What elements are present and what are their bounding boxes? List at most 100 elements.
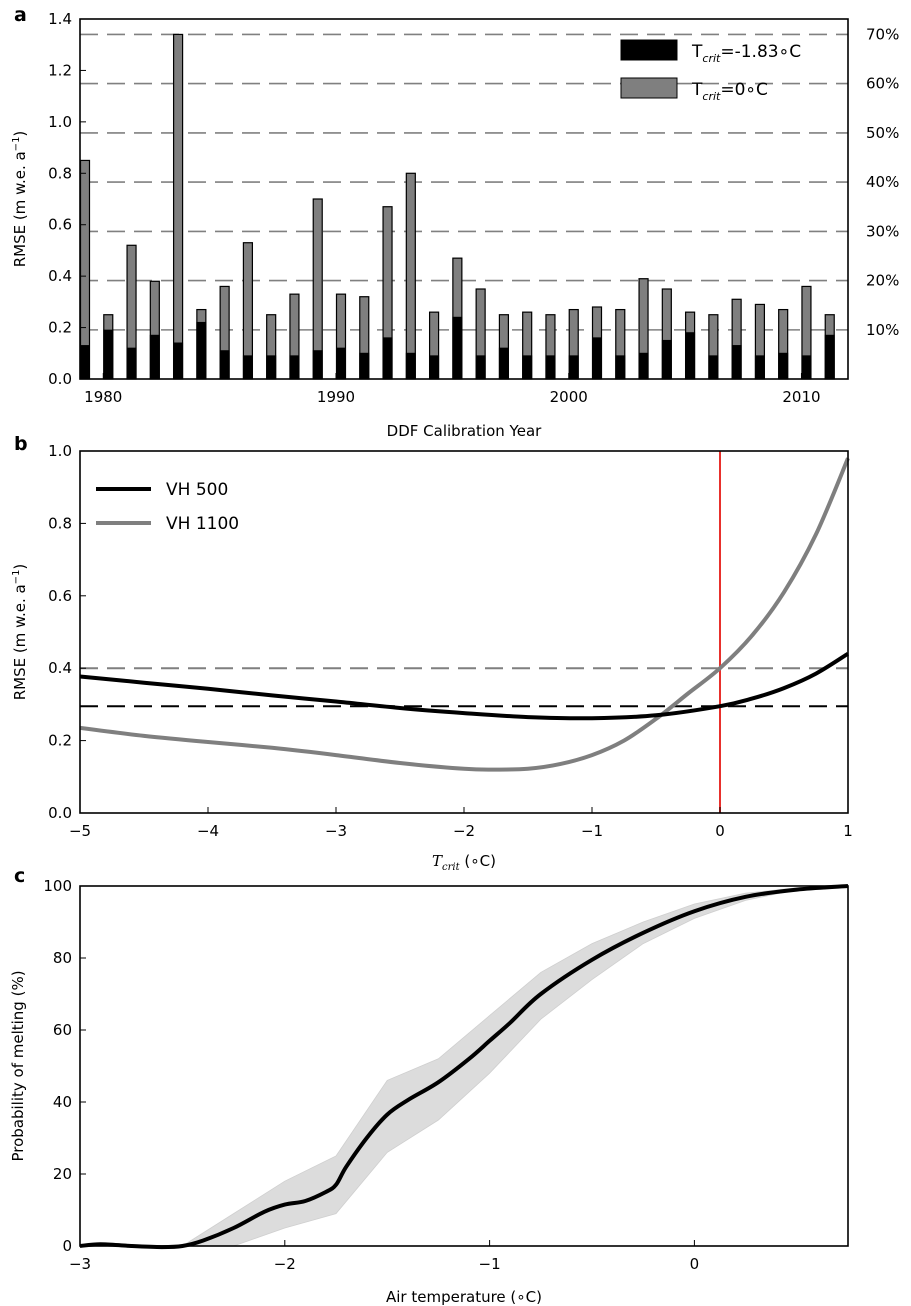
c-y-tick-label: 40 [53, 1093, 72, 1111]
c-y-tick-label: 60 [53, 1021, 72, 1039]
a-plot-frame [79, 18, 849, 380]
c-x-tick-label: −1 [479, 1255, 501, 1273]
panel-label-b: b [14, 433, 28, 455]
a-bar-tcrit-0 [172, 33, 184, 380]
a-bar-tcrit-minus-1.83 [405, 352, 416, 380]
a-bar-tcrit-minus-1.83 [173, 342, 184, 380]
a-right-tick-label: 70% [866, 25, 899, 43]
b-y-tick-label: 1.0 [48, 442, 72, 460]
a-x-tick-label: 1990 [317, 388, 355, 406]
a-bar-tcrit-minus-1.83 [359, 352, 370, 380]
a-x-tick-label: 1980 [84, 388, 122, 406]
a-bar-tcrit-minus-1.83 [685, 332, 696, 380]
a-bar-tcrit-minus-1.83 [266, 355, 277, 380]
c-y-tick-label: 80 [53, 949, 72, 967]
a-x-tick-label: 2000 [550, 388, 588, 406]
a-right-tick-label: 60% [866, 75, 899, 93]
c-x-axis-label: Air temperature (∘C) [386, 1288, 542, 1306]
b-series-vh-1100 [79, 457, 850, 772]
c-y-tick-label: 0 [62, 1237, 72, 1255]
a-y-tick-label: 1.0 [48, 113, 72, 131]
a-bar-tcrit-minus-1.83 [545, 355, 556, 380]
b-y-tick-label: 0.8 [48, 514, 72, 532]
c-x-tick-label: −2 [274, 1255, 296, 1273]
b-x-tick-label: −4 [197, 822, 219, 840]
a-bar-tcrit-minus-1.83 [196, 321, 207, 380]
a-right-tick-label: 40% [866, 173, 899, 191]
b-x-tick-label: −1 [581, 822, 603, 840]
a-x-tick-label: 2010 [782, 388, 820, 406]
b-y-tick-label: 0.0 [48, 804, 72, 822]
a-legend-swatch-black [620, 39, 678, 61]
a-bar-tcrit-minus-1.83 [661, 339, 672, 380]
a-bar-tcrit-minus-1.83 [312, 350, 323, 380]
a-y-tick-label: 0.0 [48, 370, 72, 388]
a-bar-tcrit-minus-1.83 [824, 334, 835, 380]
b-x-tick-label: 1 [843, 822, 853, 840]
a-bar-tcrit-minus-1.83 [801, 355, 812, 380]
a-bar-tcrit-minus-1.83 [731, 345, 742, 380]
b-x-tick-label: −2 [453, 822, 475, 840]
a-right-tick-label: 20% [866, 272, 899, 290]
b-series-vh-500 [79, 652, 850, 721]
a-bar-tcrit-minus-1.83 [568, 355, 579, 380]
a-bar-tcrit-minus-1.83 [778, 352, 789, 380]
c-uncertainty-band [161, 885, 849, 1247]
a-bar-tcrit-minus-1.83 [638, 352, 649, 380]
a-bar-tcrit-minus-1.83 [382, 337, 393, 380]
b-y-axis-label: RMSE (m w.e. a−1) [11, 564, 29, 701]
b-legend-label-vh-1100: VH 1100 [166, 514, 239, 534]
a-bar-tcrit-minus-1.83 [242, 355, 253, 380]
b-y-tick-label: 0.2 [48, 732, 72, 750]
b-legend-label-vh-500: VH 500 [166, 480, 228, 500]
a-bar-tcrit-minus-1.83 [708, 355, 719, 380]
a-x-axis-label: DDF Calibration Year [387, 422, 542, 440]
a-bar-tcrit-minus-1.83 [219, 350, 230, 380]
a-bar-tcrit-minus-1.83 [498, 347, 509, 380]
c-plot-frame [79, 885, 849, 1247]
a-bar-tcrit-minus-1.83 [126, 347, 137, 380]
c-y-tick-label: 20 [53, 1165, 72, 1183]
a-bar-tcrit-minus-1.83 [149, 334, 160, 380]
c-melting-probability-curve [79, 884, 849, 1250]
a-bar-tcrit-minus-1.83 [452, 316, 463, 380]
a-bar-tcrit-minus-1.83 [289, 355, 300, 380]
a-bar-tcrit-minus-1.83 [754, 355, 765, 380]
a-bar-tcrit-minus-1.83 [615, 355, 626, 380]
b-x-tick-label: −5 [69, 822, 91, 840]
a-bar-tcrit-0 [405, 172, 416, 380]
a-y-tick-label: 0.4 [48, 267, 72, 285]
c-y-tick-label: 100 [43, 877, 72, 895]
a-y-axis-label: RMSE (m w.e. a−1) [11, 131, 29, 268]
c-x-tick-label: 0 [690, 1255, 700, 1273]
a-bar-tcrit-minus-1.83 [475, 355, 486, 380]
b-plot-frame [79, 450, 849, 814]
panel-label-c: c [14, 865, 25, 887]
b-x-tick-label: −3 [325, 822, 347, 840]
a-legend-label-tcrit-minus-1.83: Tcrit=-1.83∘C [691, 42, 801, 65]
a-bar-tcrit-minus-1.83 [592, 337, 602, 380]
a-y-tick-label: 1.4 [48, 10, 72, 28]
a-legend-swatch-grey [620, 77, 678, 99]
a-right-tick-label: 10% [866, 321, 899, 339]
c-y-axis-label: Probability of melting (%) [9, 970, 27, 1161]
b-y-tick-label: 0.6 [48, 587, 72, 605]
a-y-tick-label: 0.2 [48, 319, 72, 337]
b-y-tick-label: 0.4 [48, 659, 72, 677]
a-bar-tcrit-minus-1.83 [103, 329, 114, 380]
a-bar-tcrit-minus-1.83 [429, 355, 440, 380]
a-bar-tcrit-minus-1.83 [522, 355, 533, 380]
a-y-tick-label: 1.2 [48, 61, 72, 79]
a-y-tick-label: 0.8 [48, 164, 72, 182]
a-right-tick-label: 50% [866, 124, 899, 142]
a-legend-label-tcrit-0: Tcrit=0∘C [691, 80, 768, 103]
a-bar-tcrit-minus-1.83 [80, 345, 90, 380]
panel-label-a: a [14, 4, 27, 26]
b-x-tick-label: 0 [715, 822, 725, 840]
a-y-tick-label: 0.6 [48, 216, 72, 234]
a-bar-tcrit-minus-1.83 [336, 347, 346, 380]
b-x-axis-label: Tcrit (∘C) [432, 852, 496, 873]
c-x-tick-label: −3 [69, 1255, 91, 1273]
a-right-tick-label: 30% [866, 222, 899, 240]
